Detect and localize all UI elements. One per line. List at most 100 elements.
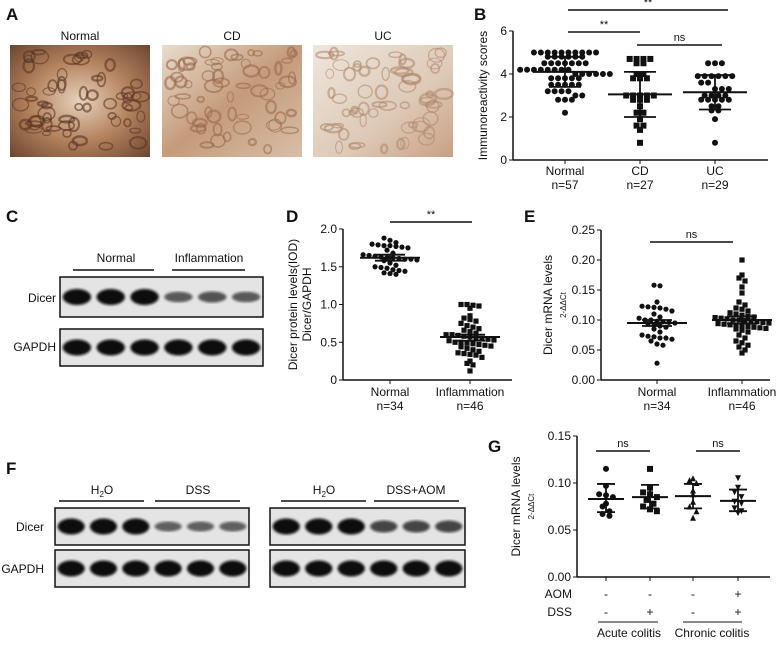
data-point: [393, 243, 399, 249]
data-point: [387, 260, 393, 266]
tissue-texture: [247, 137, 258, 147]
data-point: [405, 245, 411, 251]
data-point: [757, 325, 763, 331]
data-point: [745, 324, 751, 330]
data-point: [690, 475, 696, 482]
gapdh-membrane: [269, 549, 466, 588]
significance-label: ns: [686, 229, 698, 241]
significance-label: ns: [674, 32, 686, 44]
data-point: [736, 299, 742, 305]
y-tick-label: 0.00: [548, 570, 572, 584]
data-point: [555, 60, 562, 67]
tissue-texture: [196, 95, 206, 103]
tissue-texture: [191, 117, 208, 128]
data-point: [568, 96, 575, 103]
data-point: [648, 338, 654, 344]
data-point: [603, 465, 609, 472]
condition-sign: +: [646, 605, 653, 619]
data-point: [381, 235, 387, 241]
y-tick-label: 0.20: [572, 253, 596, 267]
data-point: [708, 107, 715, 114]
data-point: [467, 368, 473, 374]
data-point: [718, 60, 725, 67]
data-point: [572, 49, 579, 56]
data-point: [718, 96, 725, 103]
tissue-texture: [357, 84, 373, 99]
data-point: [630, 92, 637, 99]
data-point: [464, 360, 470, 366]
data-point: [738, 500, 745, 507]
n-label: n=57: [551, 178, 578, 192]
data-point: [736, 275, 742, 281]
tissue-texture: [206, 109, 222, 124]
data-point: [467, 317, 473, 323]
tissue-texture: [434, 47, 447, 59]
panel-f-western-blot: H2O DSS H2O DSS+AOM Dicer GAPDH: [1, 483, 466, 588]
tissue-texture: [327, 50, 346, 57]
data-point: [639, 332, 645, 338]
data-point: [748, 318, 754, 324]
data-point: [467, 329, 473, 335]
data-point: [548, 75, 555, 82]
data-point: [544, 88, 551, 95]
protein-band: [186, 521, 215, 532]
tissue-texture: [278, 75, 298, 89]
protein-band: [402, 560, 430, 577]
data-point: [579, 53, 586, 60]
data-point: [651, 304, 657, 310]
data-point: [387, 243, 393, 249]
tissue-texture: [26, 87, 36, 97]
data-point: [718, 86, 725, 93]
data-point: [565, 88, 572, 95]
tissue-texture: [286, 46, 297, 59]
condition-sign: +: [734, 587, 741, 601]
data-point: [458, 320, 464, 326]
data-point: [669, 308, 675, 314]
data-point: [739, 284, 745, 290]
data-point: [464, 345, 470, 351]
protein-band: [57, 560, 85, 577]
tissue-texture: [11, 82, 26, 93]
data-point: [630, 96, 637, 103]
data-point: [606, 512, 613, 519]
data-point: [647, 506, 653, 513]
data-point: [458, 301, 464, 308]
data-point: [715, 73, 722, 80]
data-point: [643, 75, 650, 82]
gapdh-membrane: [54, 549, 250, 588]
significance-label: **: [644, 0, 653, 9]
protein-band: [57, 518, 85, 535]
data-point: [640, 60, 647, 67]
data-point: [731, 505, 738, 512]
tissue-texture: [247, 49, 255, 57]
data-point: [449, 332, 455, 338]
tissue-texture: [338, 127, 350, 141]
data-point: [654, 299, 660, 305]
data-point: [530, 49, 537, 56]
protein-band: [164, 339, 193, 356]
tissue-texture: [177, 56, 196, 71]
tissue-texture: [212, 77, 230, 88]
protein-band: [62, 339, 92, 356]
tissue-texture: [400, 136, 410, 150]
data-point: [742, 278, 748, 284]
blot-group-dss-aom: DSS+AOM: [386, 483, 445, 497]
y-tick-label: 0: [330, 373, 337, 387]
data-point: [715, 92, 722, 99]
data-point: [712, 60, 718, 67]
tissue-texture: [280, 126, 300, 135]
data-point: [461, 315, 467, 321]
tissue-texture: [223, 48, 239, 62]
data-point: [537, 49, 544, 56]
tissue-texture: [198, 45, 212, 59]
n-label: n=34: [643, 399, 670, 413]
tissue-texture: [263, 143, 273, 155]
data-point: [733, 322, 739, 328]
data-point: [718, 315, 724, 321]
blot-row-gapdh: GAPDH: [13, 340, 56, 354]
tissue-texture: [399, 101, 411, 110]
tissue-texture: [30, 48, 46, 56]
tissue-texture: [412, 117, 431, 132]
tissue-texture: [211, 62, 223, 71]
protein-band: [198, 339, 227, 356]
